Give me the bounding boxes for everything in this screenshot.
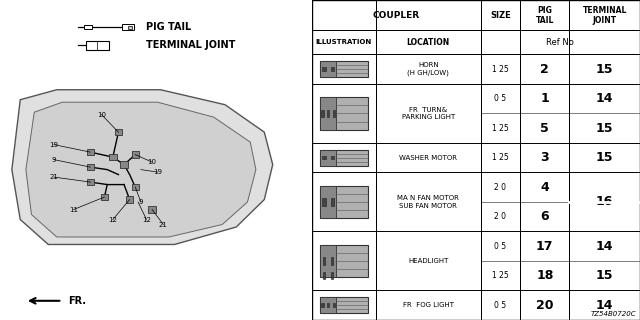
Bar <box>322 198 326 205</box>
Text: 14: 14 <box>596 240 614 253</box>
Bar <box>320 297 368 313</box>
Bar <box>320 61 368 77</box>
Bar <box>86 149 94 155</box>
Polygon shape <box>26 102 256 237</box>
Bar <box>327 303 329 307</box>
Bar <box>132 184 139 190</box>
Text: 1 25: 1 25 <box>492 153 509 162</box>
Text: 2 0: 2 0 <box>495 183 506 192</box>
Text: WASHER MOTOR: WASHER MOTOR <box>399 155 457 161</box>
Text: 14: 14 <box>596 92 614 105</box>
Text: 10: 10 <box>97 112 106 118</box>
Bar <box>331 68 334 71</box>
Text: 3: 3 <box>540 151 549 164</box>
Text: MA N FAN MOTOR
SUB FAN MOTOR: MA N FAN MOTOR SUB FAN MOTOR <box>397 195 459 209</box>
Bar <box>320 149 337 166</box>
Bar <box>115 129 122 135</box>
Text: 21: 21 <box>49 174 58 180</box>
Text: HEADLIGHT: HEADLIGHT <box>408 258 449 264</box>
Bar <box>320 186 368 218</box>
Text: 0 5: 0 5 <box>495 242 506 251</box>
Text: ILLUSTRATION: ILLUSTRATION <box>316 39 372 45</box>
Bar <box>331 257 333 265</box>
Text: 11: 11 <box>69 206 78 212</box>
Bar <box>122 24 134 30</box>
Text: 15: 15 <box>596 63 614 76</box>
Bar <box>100 194 108 200</box>
Text: 16: 16 <box>596 196 613 208</box>
Text: 5: 5 <box>540 122 549 135</box>
Text: COUPLER: COUPLER <box>372 11 420 20</box>
Text: 0 5: 0 5 <box>495 94 506 103</box>
Bar <box>320 297 337 313</box>
Text: 9: 9 <box>139 199 143 205</box>
Text: 10: 10 <box>148 159 157 165</box>
Text: 15: 15 <box>596 269 614 282</box>
Text: 12: 12 <box>142 217 151 222</box>
Bar <box>320 186 337 218</box>
Bar <box>132 151 139 158</box>
Bar <box>86 164 94 170</box>
Text: 12: 12 <box>108 217 117 222</box>
Text: LOCATION: LOCATION <box>406 38 450 47</box>
Text: TERMINAL
JOINT: TERMINAL JOINT <box>582 6 627 25</box>
Text: 15: 15 <box>596 122 614 135</box>
Bar <box>323 257 325 265</box>
Text: PIG
TAIL: PIG TAIL <box>536 6 554 25</box>
Bar <box>327 110 329 117</box>
Bar <box>323 272 325 279</box>
Bar <box>126 196 133 203</box>
Bar <box>321 303 324 307</box>
Text: 0 5: 0 5 <box>495 301 506 310</box>
Bar <box>321 110 324 117</box>
Text: 2: 2 <box>540 63 549 76</box>
Text: 2 0: 2 0 <box>495 212 506 221</box>
Bar <box>333 303 335 307</box>
Text: FR.: FR. <box>68 296 86 306</box>
Text: Ref No: Ref No <box>547 38 574 47</box>
Bar <box>86 41 109 50</box>
Bar <box>148 206 156 213</box>
Text: 17: 17 <box>536 240 554 253</box>
Bar <box>109 154 116 160</box>
Bar <box>331 198 334 205</box>
Bar <box>320 97 337 130</box>
Text: 1 25: 1 25 <box>492 124 509 133</box>
Text: 20: 20 <box>536 299 554 312</box>
Polygon shape <box>12 90 273 244</box>
Bar <box>322 68 326 71</box>
Text: 19: 19 <box>49 142 58 148</box>
Text: FR  FOG LIGHT: FR FOG LIGHT <box>403 302 454 308</box>
Text: 9: 9 <box>52 156 56 163</box>
Bar <box>333 110 335 117</box>
Text: 21: 21 <box>159 221 168 228</box>
Bar <box>331 156 334 159</box>
Bar <box>86 179 94 185</box>
Bar <box>320 149 368 166</box>
Bar <box>322 156 326 159</box>
Bar <box>120 161 128 168</box>
Bar <box>320 61 337 77</box>
Bar <box>128 26 132 29</box>
Text: 15: 15 <box>596 151 614 164</box>
Text: 1 25: 1 25 <box>492 271 509 280</box>
Bar <box>331 272 333 279</box>
Bar <box>320 97 368 130</box>
Bar <box>84 25 92 29</box>
Bar <box>320 245 368 277</box>
Text: 6: 6 <box>540 210 549 223</box>
Text: 1 25: 1 25 <box>492 65 509 74</box>
Text: PIG TAIL: PIG TAIL <box>147 22 192 32</box>
Text: SIZE: SIZE <box>490 11 511 20</box>
Text: 1: 1 <box>540 92 549 105</box>
Text: 4: 4 <box>540 181 549 194</box>
Text: HORN
(H GH/LOW): HORN (H GH/LOW) <box>407 62 449 76</box>
Text: 14: 14 <box>596 299 614 312</box>
Text: 18: 18 <box>536 269 554 282</box>
Text: FR  TURN&
PARKING LIGHT: FR TURN& PARKING LIGHT <box>402 107 455 120</box>
Text: TERMINAL JOINT: TERMINAL JOINT <box>147 40 236 51</box>
Bar <box>320 245 337 277</box>
Text: TZ54B0720C: TZ54B0720C <box>591 311 637 317</box>
Text: 19: 19 <box>153 169 162 175</box>
